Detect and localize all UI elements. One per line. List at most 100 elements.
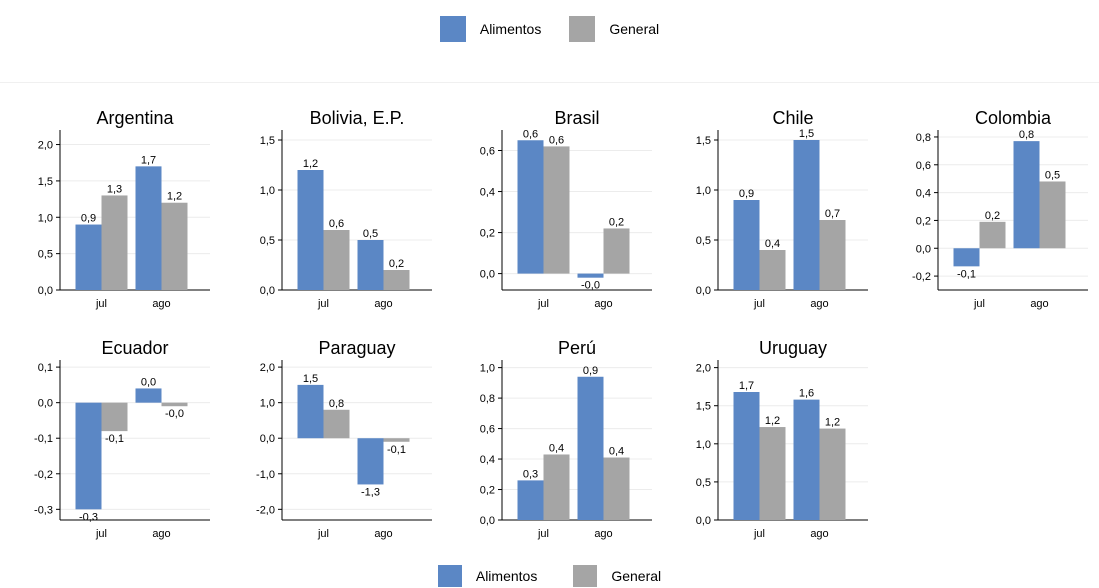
y-tick-label: 0,0 <box>260 285 275 297</box>
bar-alimentos-jul <box>297 170 324 290</box>
data-label: 1,2 <box>303 158 318 170</box>
chart-brasil: Brasil 0,0 0,2 0,4 0,6 0,6 0,6 jul -0,0 0,2 ago <box>480 108 652 310</box>
legend-swatch-general-bottom <box>573 565 598 587</box>
chart-bolivia-e-p: Bolivia, E.P. 0,0 0,5 1,0 1,5 1,2 0,6 jul 0,5 0,2… <box>260 108 432 310</box>
bar-alimentos-jul <box>953 248 980 267</box>
chart-colombia: Colombia -0,2 0,0 0,2 0,4 0,6 0,8 -0,1 0,2 jul 0,8… <box>912 108 1088 310</box>
chart-paraguay: Paraguay -2,0 -1,0 0,0 1,0 2,0 1,5 0,8 jul -1,3 -0… <box>256 338 432 540</box>
y-tick-label: 0,8 <box>480 393 495 405</box>
legend-item-general-bottom: General <box>573 565 661 587</box>
y-tick-label: 0,4 <box>480 454 495 466</box>
bar-alimentos-ago <box>793 140 820 290</box>
x-tick-label: jul <box>317 528 329 540</box>
data-label: 0,5 <box>1045 169 1060 181</box>
bar-general-ago <box>819 220 846 290</box>
legend-item-alimentos: Alimentos <box>439 16 542 42</box>
y-tick-label: 0,0 <box>38 398 53 410</box>
y-tick-label: 0,0 <box>696 515 711 527</box>
bar-alimentos-ago <box>357 438 384 485</box>
y-tick-label: 2,0 <box>696 363 711 375</box>
legend-swatch-alimentos <box>439 16 466 42</box>
bar-general-jul <box>101 195 128 290</box>
data-label: -0,1 <box>105 433 124 445</box>
bar-general-jul <box>759 250 786 290</box>
y-tick-label: 0,5 <box>696 477 711 489</box>
y-tick-label: 0,0 <box>480 515 495 527</box>
y-tick-label: 0,1 <box>38 362 53 374</box>
y-tick-label: 0,5 <box>260 235 275 247</box>
data-label: 0,9 <box>81 213 96 225</box>
x-tick-label: jul <box>537 298 549 310</box>
chart-title: Perú <box>558 338 596 358</box>
y-tick-label: -2,0 <box>256 504 275 516</box>
bar-alimentos-jul <box>75 224 102 290</box>
y-tick-label: 1,0 <box>260 398 275 410</box>
bar-alimentos-ago <box>357 240 384 290</box>
legend-label-general-bottom: General <box>611 568 662 584</box>
y-tick-label: 1,0 <box>696 439 711 451</box>
y-tick-label: 1,5 <box>696 401 711 413</box>
data-label: 0,4 <box>549 442 564 454</box>
y-tick-label: 0,4 <box>480 187 495 199</box>
legend-swatch-general <box>569 16 596 42</box>
y-tick-label: 1,0 <box>480 363 495 375</box>
y-tick-label: 0,0 <box>696 285 711 297</box>
chart-ecuador: Ecuador -0,3 -0,2 -0,1 0,0 0,1 -0,3 -0,1 jul 0,0 -… <box>34 338 210 540</box>
x-tick-label: jul <box>973 298 985 310</box>
chart-title: Brasil <box>554 108 599 128</box>
bar-alimentos-ago <box>135 388 162 403</box>
legend-label-general: General <box>609 21 660 37</box>
bar-alimentos-jul <box>733 392 760 520</box>
x-tick-label: jul <box>753 298 765 310</box>
y-tick-label: 0,6 <box>480 146 495 158</box>
chart-title: Paraguay <box>318 338 395 358</box>
x-tick-label: ago <box>152 298 170 310</box>
x-tick-label: ago <box>810 298 828 310</box>
y-tick-label: 0,6 <box>480 424 495 436</box>
y-tick-label: 0,8 <box>916 132 931 144</box>
x-tick-label: ago <box>152 528 170 540</box>
data-label: 1,2 <box>167 191 182 203</box>
x-tick-label: ago <box>1030 298 1048 310</box>
chart-per: Perú 0,0 0,2 0,4 0,6 0,8 1,0 0,3 0,4 jul 0,9 0,4 ago <box>480 338 652 540</box>
legend-item-alimentos-bottom: Alimentos <box>437 565 537 587</box>
chart-title: Chile <box>772 108 813 128</box>
data-label: -0,1 <box>957 268 976 280</box>
x-tick-label: jul <box>753 528 765 540</box>
y-tick-label: 0,0 <box>916 243 931 255</box>
data-label: 1,5 <box>303 373 318 385</box>
legend-swatch-alimentos-bottom <box>437 565 462 587</box>
y-tick-label: 1,5 <box>696 135 711 147</box>
data-label: 0,3 <box>523 468 538 480</box>
y-tick-label: -0,2 <box>912 271 931 283</box>
bar-general-ago <box>1039 181 1066 249</box>
legend-separator <box>0 82 1099 83</box>
bar-alimentos-ago <box>577 273 604 278</box>
data-label: 1,7 <box>141 154 156 166</box>
chart-chile: Chile 0,0 0,5 1,0 1,5 0,9 0,4 jul 1,5 0,7 ago <box>696 108 868 310</box>
y-tick-label: 0,4 <box>916 188 931 200</box>
data-label: 1,5 <box>799 128 814 140</box>
data-label: -0,0 <box>581 280 600 292</box>
data-label: 1,6 <box>799 388 814 400</box>
data-label: 1,3 <box>107 183 122 195</box>
y-tick-label: 0,2 <box>480 485 495 497</box>
bar-general-ago <box>161 402 188 407</box>
x-tick-label: jul <box>317 298 329 310</box>
y-tick-label: 1,5 <box>38 176 53 188</box>
bar-alimentos-ago <box>135 166 162 290</box>
y-tick-label: 0,2 <box>916 215 931 227</box>
bar-alimentos-jul <box>733 200 760 290</box>
legend-label-alimentos: Alimentos <box>479 21 542 37</box>
y-tick-label: -1,0 <box>256 469 275 481</box>
chart-title: Colombia <box>975 108 1052 128</box>
legend-top: Alimentos General <box>0 16 1099 42</box>
data-label: 0,9 <box>583 365 598 377</box>
data-label: -0,1 <box>387 444 406 456</box>
bar-general-ago <box>819 428 846 520</box>
bar-alimentos-jul <box>297 384 324 439</box>
y-tick-label: -0,2 <box>34 469 53 481</box>
data-label: 0,8 <box>1019 129 1034 141</box>
bar-general-ago <box>383 270 410 290</box>
